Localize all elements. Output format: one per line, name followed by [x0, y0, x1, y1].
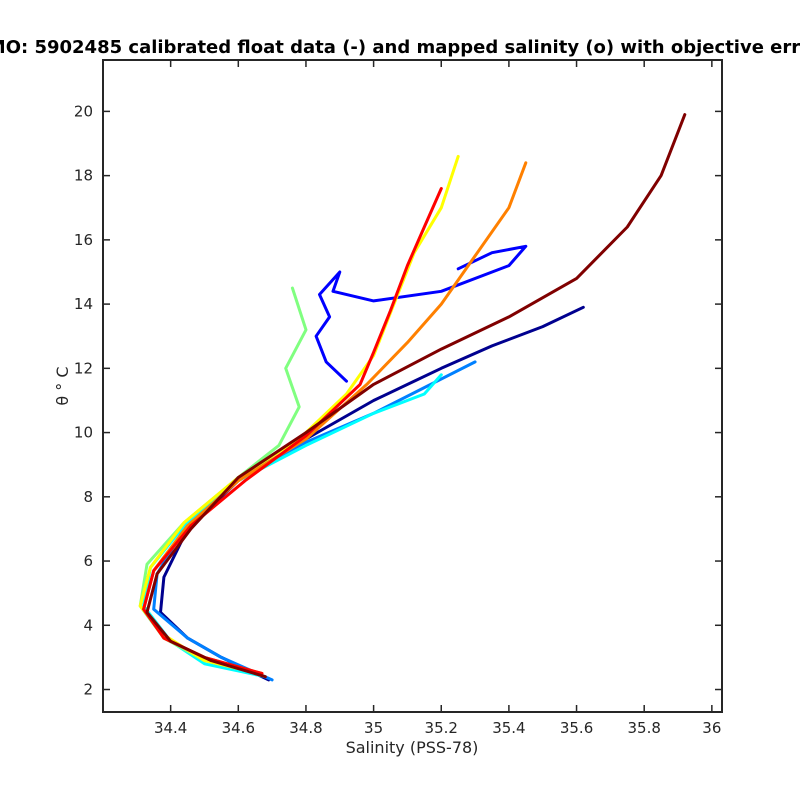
plot-frame	[102, 59, 723, 713]
y-tick-label: 18	[74, 167, 93, 185]
plot-area	[103, 60, 722, 712]
y-tick-label: 16	[74, 231, 93, 249]
y-tick-label: 6	[83, 552, 93, 570]
x-tick-label: 36	[702, 719, 721, 737]
y-tick-label: 14	[74, 295, 93, 313]
x-tick-label: 35.6	[560, 719, 593, 737]
ticks-layer: 34.4 34.6 34.8 35 35.2 35.4 35.6 35.8 36 2 4 6 8 10 12…	[74, 60, 722, 737]
y-tick-label: 8	[83, 488, 93, 506]
y-tick-label: 2	[83, 681, 93, 699]
y-tick-label: 10	[74, 424, 93, 442]
x-tick-label: 34.8	[289, 719, 322, 737]
x-tick-label: 35.8	[627, 719, 660, 737]
chart-title: WMO: 5902485 calibrated float data (-) a…	[0, 37, 800, 58]
y-tick-label: 4	[83, 616, 93, 634]
x-axis-label: Salinity (PSS-78)	[346, 738, 479, 757]
series-layer	[138, 113, 687, 682]
x-tick-label: 34.4	[154, 719, 187, 737]
profile-line-8	[142, 187, 443, 675]
y-tick-label: 12	[74, 359, 93, 377]
y-axis-label: θ ° C	[53, 366, 72, 405]
x-tick-label: 35.2	[425, 719, 458, 737]
y-tick-label: 20	[74, 102, 93, 120]
x-tick-label: 35	[364, 719, 383, 737]
x-tick-label: 35.4	[492, 719, 525, 737]
profile-line-9	[145, 113, 687, 679]
x-tick-label: 34.6	[222, 719, 255, 737]
profile-line-2	[314, 244, 528, 383]
